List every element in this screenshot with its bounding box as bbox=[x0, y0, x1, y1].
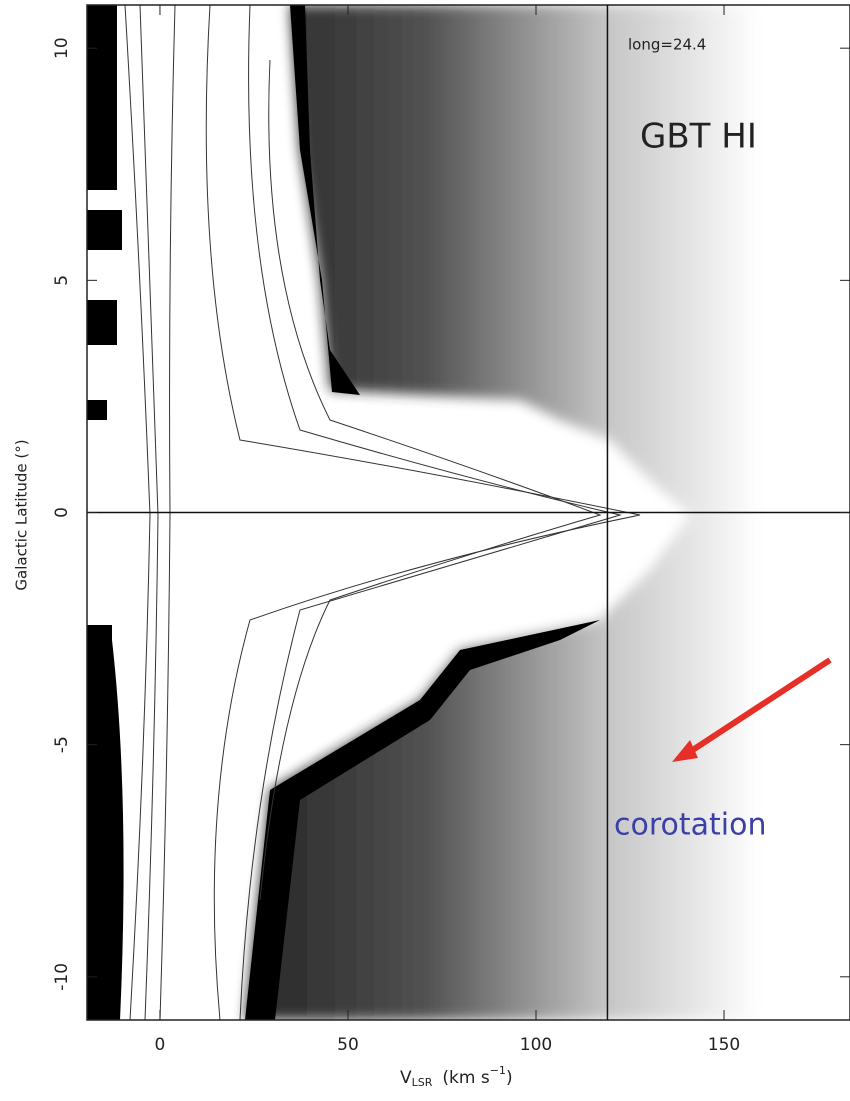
x-label-close: ) bbox=[506, 1068, 513, 1088]
x-tick-label: 50 bbox=[337, 1035, 359, 1055]
x-label-sub: LSR bbox=[412, 1076, 433, 1089]
x-tick-label: 100 bbox=[520, 1035, 552, 1055]
annotation-title: GBT HI bbox=[640, 117, 757, 157]
y-tick-label: 5 bbox=[52, 275, 72, 286]
x-tick-label: 150 bbox=[708, 1035, 740, 1055]
y-tick-label: 0 bbox=[52, 507, 72, 518]
y-tick-label: 10 bbox=[52, 37, 72, 59]
arrow-head bbox=[672, 740, 698, 762]
contours bbox=[124, 5, 641, 1020]
intensity-image bbox=[87, 5, 760, 1020]
y-tick-label: -5 bbox=[52, 736, 72, 753]
x-label-main: V bbox=[400, 1068, 412, 1088]
x-tick-label: 0 bbox=[155, 1035, 166, 1055]
x-axis-label: VLSR (km s−1) bbox=[400, 1064, 513, 1089]
annotation: long=24.4 bbox=[628, 36, 706, 54]
annotation-feature: corotation bbox=[614, 808, 767, 843]
x-label-unit: (km s bbox=[442, 1068, 489, 1088]
y-tick-label: -10 bbox=[52, 963, 72, 991]
y-axis-label: Galactic Latitude (°) bbox=[13, 439, 31, 590]
x-label-sup: −1 bbox=[490, 1064, 506, 1077]
arrow bbox=[683, 657, 832, 758]
